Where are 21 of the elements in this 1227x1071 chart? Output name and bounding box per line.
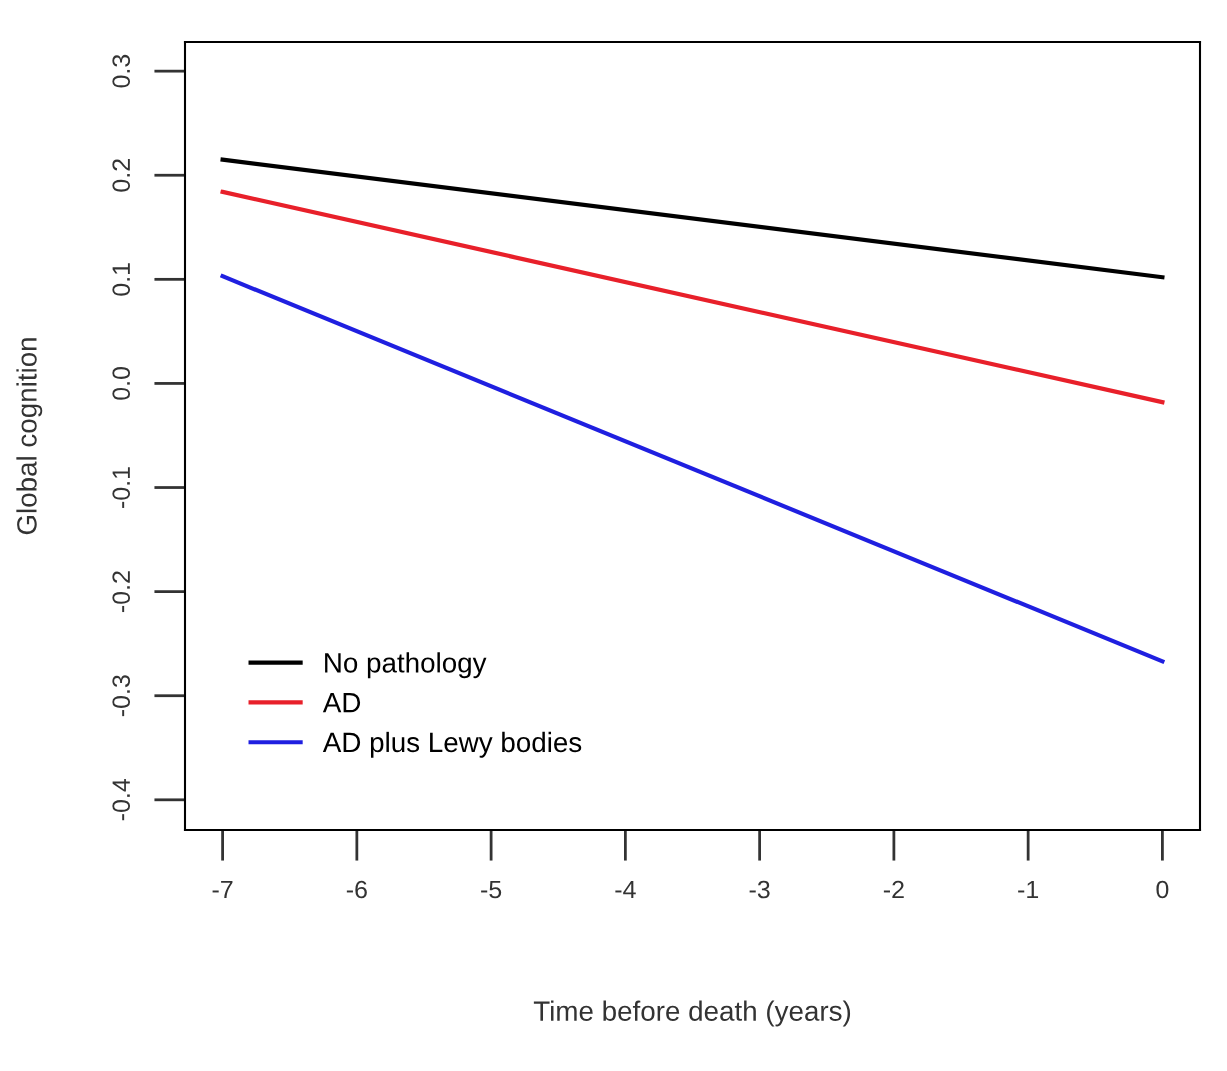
- x-tick-label: -3: [749, 880, 770, 899]
- y-tick-label: 0.2: [112, 159, 131, 192]
- x-axis-title: Time before death (years): [533, 1000, 851, 1027]
- legend-label: AD: [322, 693, 361, 713]
- x-tick-label: -6: [346, 880, 367, 899]
- legend-label: No pathology: [325, 652, 487, 679]
- x-tick-label: -1: [1018, 880, 1039, 899]
- x-tick-label: -4: [615, 880, 636, 899]
- x-tick-label: 0: [1156, 880, 1169, 899]
- y-tick-label: 0.0: [112, 367, 131, 400]
- x-tick-label: -2: [883, 880, 904, 899]
- y-axis-title: Global cognition: [16, 338, 43, 535]
- y-tick-label: -0.2: [112, 571, 131, 613]
- y-tick-label: -0.3: [112, 675, 131, 717]
- legend-label: AD plus Lewy bodies: [322, 731, 582, 758]
- y-tick-label: -0.4: [112, 779, 131, 821]
- y-tick-label: -0.1: [112, 467, 131, 508]
- y-tick-label: 0.3: [112, 54, 131, 88]
- y-tick-label: 0.1: [112, 263, 131, 296]
- x-tick-label: -7: [212, 880, 233, 899]
- x-tick-label: -5: [481, 880, 502, 899]
